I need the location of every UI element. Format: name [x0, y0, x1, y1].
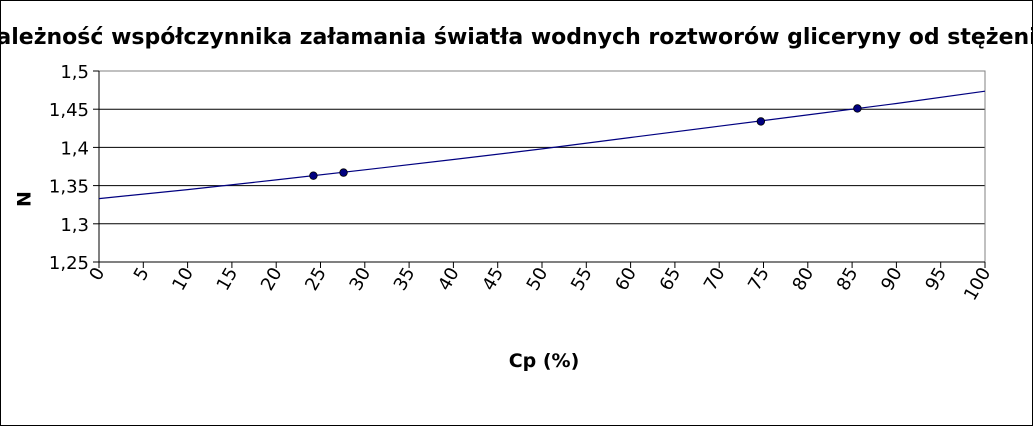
x-tick-label: 65 — [656, 264, 686, 294]
x-tick-label: 10 — [168, 264, 198, 294]
x-tick-label: 75 — [744, 264, 774, 294]
y-tick-label: 1,45 — [49, 100, 89, 121]
x-tick-label: 25 — [301, 264, 331, 294]
x-tick-label: 35 — [390, 264, 420, 294]
x-tick-label: 45 — [478, 264, 508, 294]
x-tick-label: 50 — [523, 264, 553, 294]
data-point — [339, 168, 348, 177]
y-tick-label: 1,25 — [49, 253, 89, 274]
plot-area — [98, 70, 986, 263]
x-tick-label: 15 — [213, 264, 243, 294]
y-tick-label: 1,3 — [60, 215, 89, 236]
chart-title: Zależność współczynnika załamania światł… — [1, 25, 1032, 50]
series-line — [98, 90, 986, 200]
x-tick-label: 100 — [960, 264, 995, 304]
x-tick-label: 30 — [345, 264, 375, 294]
data-point — [853, 104, 862, 113]
x-tick-label: 80 — [788, 264, 818, 294]
axes — [93, 70, 986, 268]
y-tick-label: 1,35 — [49, 177, 89, 198]
gridlines — [99, 70, 985, 263]
data-point — [309, 171, 318, 180]
y-tick-label: 1,4 — [60, 138, 89, 159]
x-tick-labels: 0 5 10 15 20 25 30 35 40 45 50 55 60 65 70 75 80 85 90 95 10… — [85, 264, 995, 304]
x-tick-label: 90 — [877, 264, 907, 294]
y-tick-label: 1,5 — [60, 62, 89, 83]
x-tick-label: 85 — [833, 264, 863, 294]
x-tick-label: 20 — [257, 264, 287, 294]
x-tick-label: 0 — [85, 264, 109, 284]
y-tick-labels: 1,25 1,3 1,35 1,4 1,45 1,5 — [49, 62, 89, 274]
x-tick-label: 40 — [434, 264, 464, 294]
x-tick-label: 95 — [921, 264, 951, 294]
y-axis-title: N — [14, 191, 36, 207]
x-tick-label: 55 — [567, 264, 597, 294]
x-tick-label: 5 — [130, 264, 154, 284]
x-tick-label: 70 — [700, 264, 730, 294]
data-point — [756, 117, 766, 126]
x-tick-label: 60 — [611, 264, 641, 294]
x-axis-title: Cp (%) — [509, 350, 580, 372]
series — [98, 90, 986, 200]
